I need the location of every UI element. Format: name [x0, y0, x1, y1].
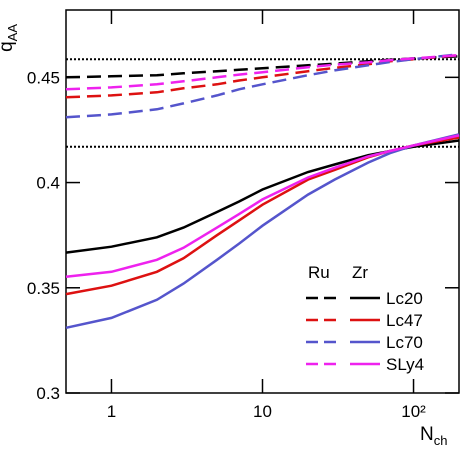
x-axis-label: Nch [420, 424, 447, 448]
legend-label: Lc47 [386, 311, 423, 330]
legend-column-header: Zr [352, 263, 368, 282]
legend-column-header: Ru [308, 263, 330, 282]
legend-label: Lc20 [386, 289, 423, 308]
dashed-line [65, 52, 460, 119]
solid-line [65, 139, 460, 254]
y-tick-label: 0.45 [27, 68, 60, 87]
x-label-sub: ch [434, 433, 448, 448]
y-tick-label: 0.3 [36, 384, 60, 403]
y-tick-label: 0.4 [36, 174, 60, 193]
x-tick-label: 10² [401, 402, 426, 421]
solid-line [65, 134, 460, 279]
solid-line [65, 136, 460, 296]
legend-label: Lc70 [386, 333, 423, 352]
legend-label: SLy4 [386, 355, 424, 374]
x-tick-label: 10 [253, 402, 272, 421]
y-axis-label: qAA [0, 24, 20, 52]
solid-line [65, 133, 460, 330]
x-tick-label: 1 [107, 402, 116, 421]
dashed-line [65, 53, 460, 91]
y-label-sub: AA [5, 24, 20, 42]
x-label-main: N [420, 424, 434, 445]
y-tick-label: 0.35 [27, 279, 60, 298]
y-label-main: q [0, 41, 17, 52]
